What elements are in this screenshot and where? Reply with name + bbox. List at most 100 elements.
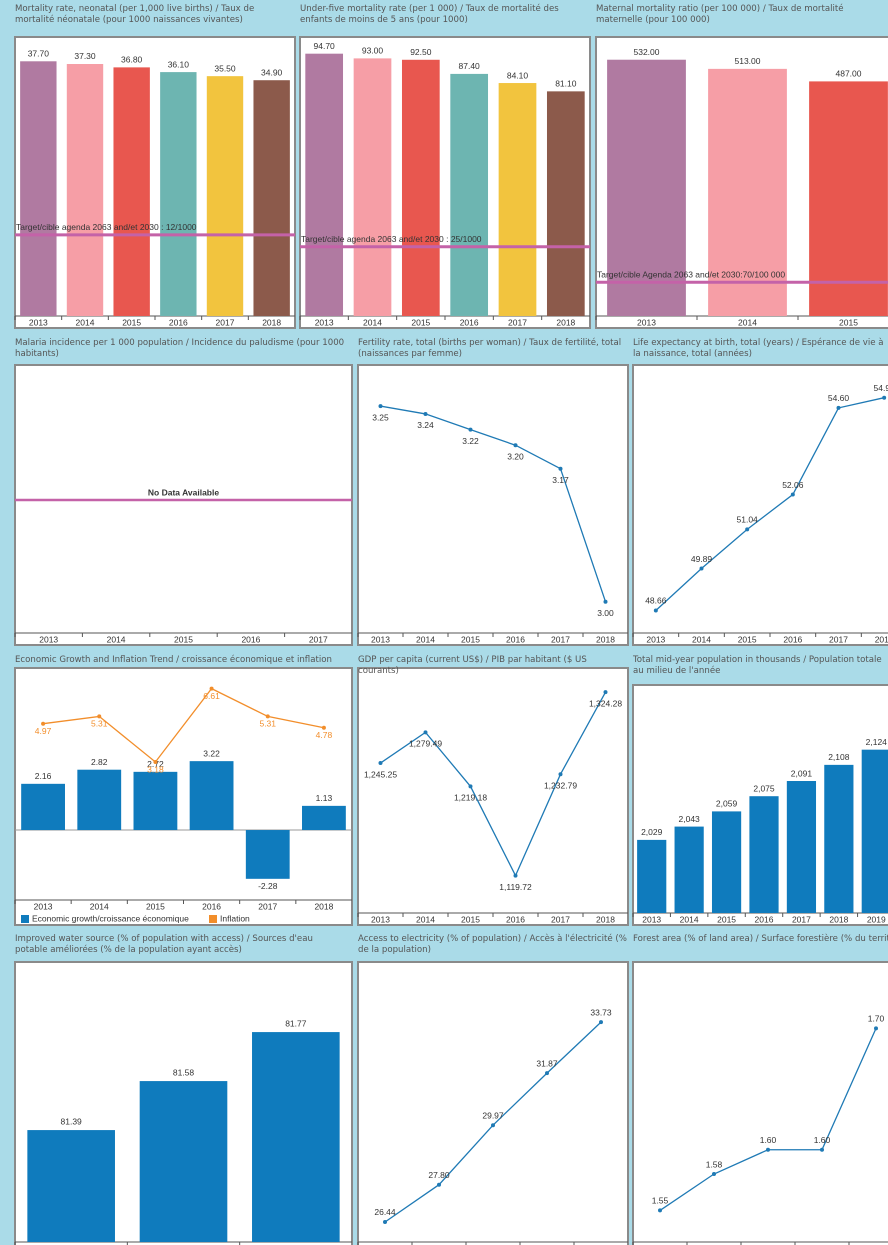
x-tick-label: 2018 <box>829 914 848 924</box>
target-label: Target/cible agenda 2063 and/et 2030 : 2… <box>301 234 482 244</box>
bar <box>77 769 122 831</box>
x-tick-label: 2015 <box>717 914 736 924</box>
x-tick-label: 2014 <box>107 634 126 644</box>
bar <box>27 1130 115 1242</box>
x-tick-label: 2019 <box>867 914 886 924</box>
x-tick-label: 2016 <box>460 317 479 327</box>
bar <box>786 781 817 913</box>
point <box>712 1172 716 1177</box>
x-tick-label: 2014 <box>416 634 435 644</box>
chart-frame <box>632 364 888 646</box>
bar <box>66 63 104 317</box>
point <box>153 760 158 764</box>
bar <box>353 58 392 316</box>
value-label: 1,245.25 <box>364 769 397 779</box>
point <box>265 714 270 719</box>
value-label: 1,232.79 <box>544 780 577 790</box>
value-label: 5.31 <box>91 719 108 729</box>
value-label: 54.90 <box>874 383 888 393</box>
point <box>603 599 608 604</box>
point <box>209 686 214 691</box>
x-tick-label: 2013 <box>651 1243 670 1245</box>
value-label: 2.82 <box>91 757 108 767</box>
chart-frame <box>14 364 353 646</box>
chart-title: Malaria incidence per 1 000 population /… <box>15 338 345 359</box>
point <box>820 1147 824 1152</box>
x-tick-label: 2017 <box>792 914 811 924</box>
chart-title: Forest area (% of land area) / Surface f… <box>633 934 888 944</box>
value-label: 3.22 <box>203 748 220 758</box>
x-tick-label: 2017 <box>508 317 527 327</box>
bar <box>252 1032 340 1242</box>
bar <box>708 68 787 316</box>
x-tick-label: 2014 <box>416 914 435 924</box>
value-label: 3.18 <box>147 764 164 774</box>
x-tick-label: 2015 <box>286 1243 305 1245</box>
value-label: 3.25 <box>372 412 389 422</box>
bar <box>401 59 440 317</box>
x-tick-label: 2015 <box>411 317 430 327</box>
value-label: 81.39 <box>61 1116 83 1126</box>
chart-frame <box>357 667 629 926</box>
point <box>97 714 102 719</box>
value-label: 93.00 <box>362 46 384 56</box>
point <box>437 1182 441 1187</box>
x-tick-label: 2014 <box>90 901 109 911</box>
value-label: 26.44 <box>374 1207 396 1217</box>
bar <box>809 81 888 317</box>
value-label: 5.31 <box>259 719 276 729</box>
point <box>513 873 518 878</box>
x-tick-label: 2014 <box>174 1243 193 1245</box>
chart-title: Economic Growth and Inflation Trend / cr… <box>15 655 332 665</box>
value-label: 35.50 <box>214 63 236 73</box>
x-tick-label: 2015 <box>484 1243 503 1245</box>
x-tick-label: 2014 <box>363 317 382 327</box>
value-label: 2,108 <box>828 752 850 762</box>
point <box>874 1026 878 1031</box>
x-tick-label: 2016 <box>506 914 525 924</box>
value-label: 54.60 <box>828 393 850 403</box>
value-label: 3.22 <box>462 436 479 446</box>
value-label: 2,075 <box>753 783 775 793</box>
value-label: 33.73 <box>590 1007 612 1017</box>
target-label: Target/cible Agenda 2063 and/et 2030:70/… <box>597 270 785 280</box>
chart-title: Total mid-year population in thousands /… <box>633 655 882 676</box>
x-tick-label: 2013 <box>29 317 48 327</box>
value-label: 48.66 <box>645 596 667 606</box>
line <box>380 405 607 602</box>
value-label: 1.55 <box>652 1196 669 1206</box>
chart-title: Access to electricity (% of population) … <box>358 934 627 955</box>
value-label: 81.10 <box>555 79 577 89</box>
value-label: 2.16 <box>35 771 52 781</box>
value-label: 1,279.49 <box>409 739 442 749</box>
chart-frame <box>14 667 353 926</box>
bar <box>21 783 65 831</box>
x-tick-label: 2017 <box>216 317 235 327</box>
value-label: 36.80 <box>121 55 143 65</box>
x-tick-label: 2015 <box>122 317 141 327</box>
value-label: 1.60 <box>814 1135 831 1145</box>
point <box>882 395 887 400</box>
legend-label: Economic growth/croissance économique <box>32 913 189 923</box>
value-label: 29.97 <box>482 1110 504 1120</box>
x-tick-label: 2016 <box>755 914 774 924</box>
point <box>468 427 473 432</box>
bar <box>113 67 150 316</box>
value-label: 1.13 <box>316 793 333 803</box>
x-tick-label: 2017 <box>829 634 848 644</box>
value-label: 1.70 <box>868 1014 885 1024</box>
value-label: 1,324.28 <box>589 698 622 708</box>
x-tick-label: 2016 <box>506 634 525 644</box>
x-tick-label: 2014 <box>705 1243 724 1245</box>
bar <box>245 830 290 879</box>
chart-frame <box>357 961 629 1245</box>
x-tick-label: 2013 <box>371 634 390 644</box>
x-tick-label: 2017 <box>258 901 277 911</box>
value-label: 4.97 <box>35 726 52 736</box>
x-tick-label: 2016 <box>813 1243 832 1245</box>
value-label: 81.77 <box>285 1018 307 1028</box>
chart-title: Under-five mortality rate (per 1 000) / … <box>300 4 559 25</box>
value-label: 532.00 <box>634 47 660 57</box>
point <box>558 466 563 471</box>
line <box>655 397 885 611</box>
